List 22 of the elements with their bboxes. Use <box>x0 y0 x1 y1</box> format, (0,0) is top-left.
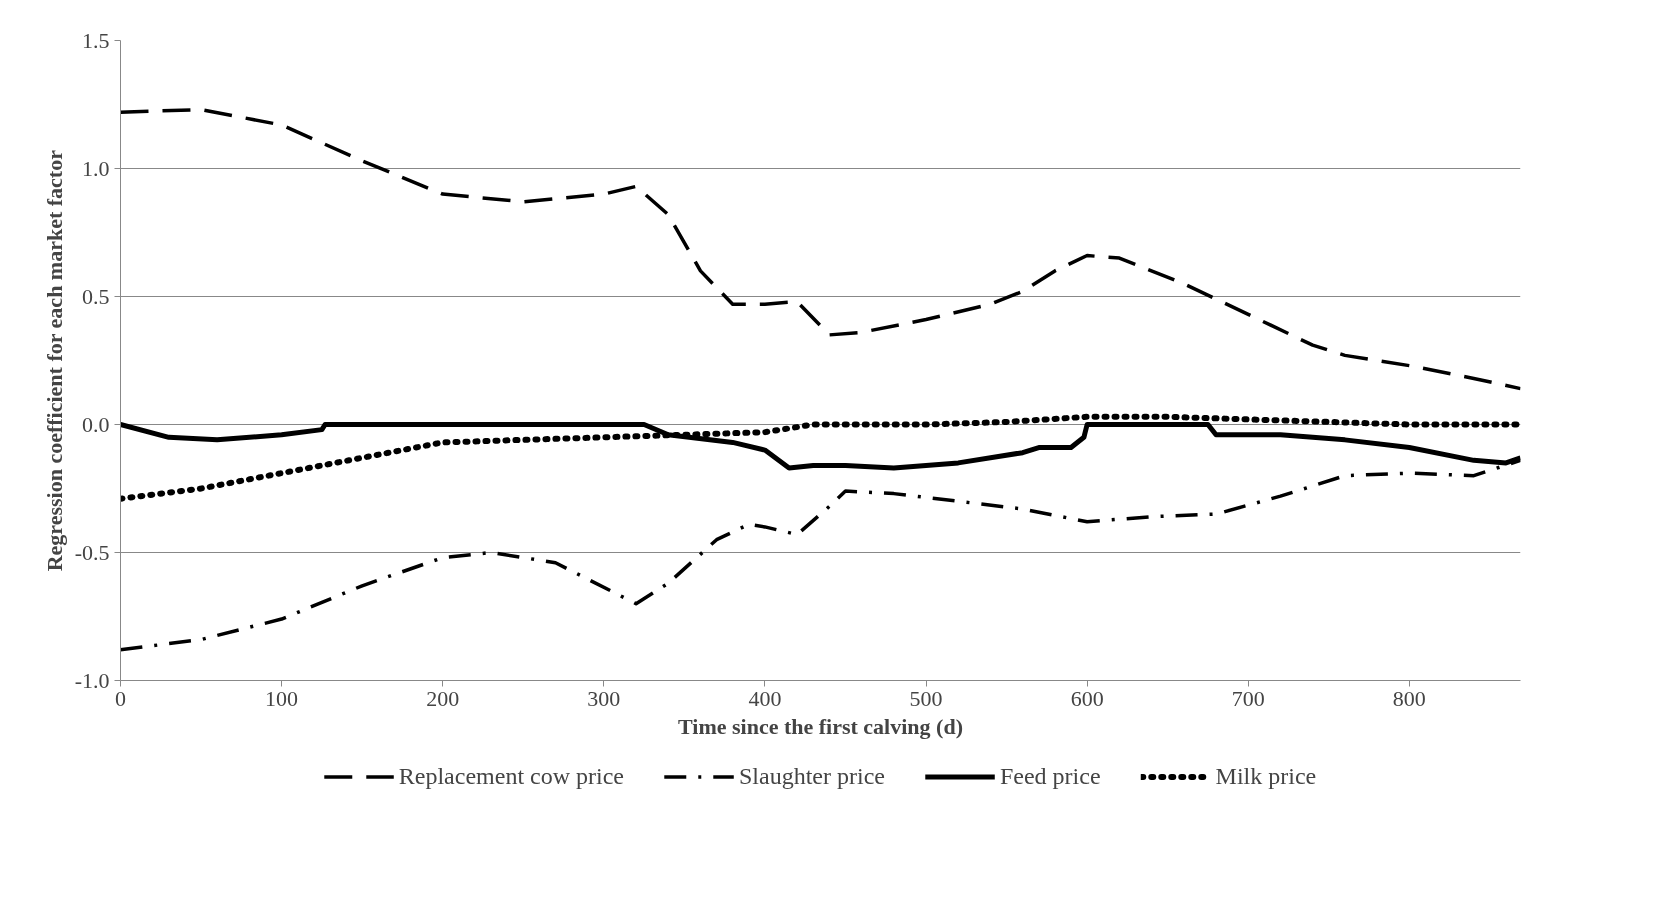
x-tick-label: 600 <box>1070 685 1104 711</box>
x-tick-label: 800 <box>1392 685 1426 711</box>
legend-label: Replacement cow price <box>398 762 625 790</box>
y-tick-label: -0.5 <box>74 539 110 565</box>
y-tick-label: 1.0 <box>82 155 110 181</box>
y-tick-label: 0.0 <box>82 411 110 437</box>
y-tick-label: 1.5 <box>82 27 110 53</box>
y-tick-label: 0.5 <box>82 283 110 309</box>
legend-label: Slaughter price <box>739 762 885 790</box>
y-tick-label: -1.0 <box>74 667 110 693</box>
x-tick-label: 200 <box>426 685 460 711</box>
x-tick-label: 700 <box>1231 685 1265 711</box>
x-axis-title: Time since the first calving (d) <box>678 713 963 739</box>
line-series <box>120 107 1521 391</box>
y-axis-title: Regression coefficient for each market factor <box>41 149 67 572</box>
legend-label: Feed price <box>999 762 1101 790</box>
x-tick-label: 400 <box>748 685 782 711</box>
legend-label: Milk price <box>1215 762 1317 790</box>
x-tick-label: 500 <box>909 685 943 711</box>
x-tick-label: 300 <box>587 685 621 711</box>
x-tick-label: 100 <box>265 685 299 711</box>
x-tick-label: 0 <box>115 685 126 711</box>
